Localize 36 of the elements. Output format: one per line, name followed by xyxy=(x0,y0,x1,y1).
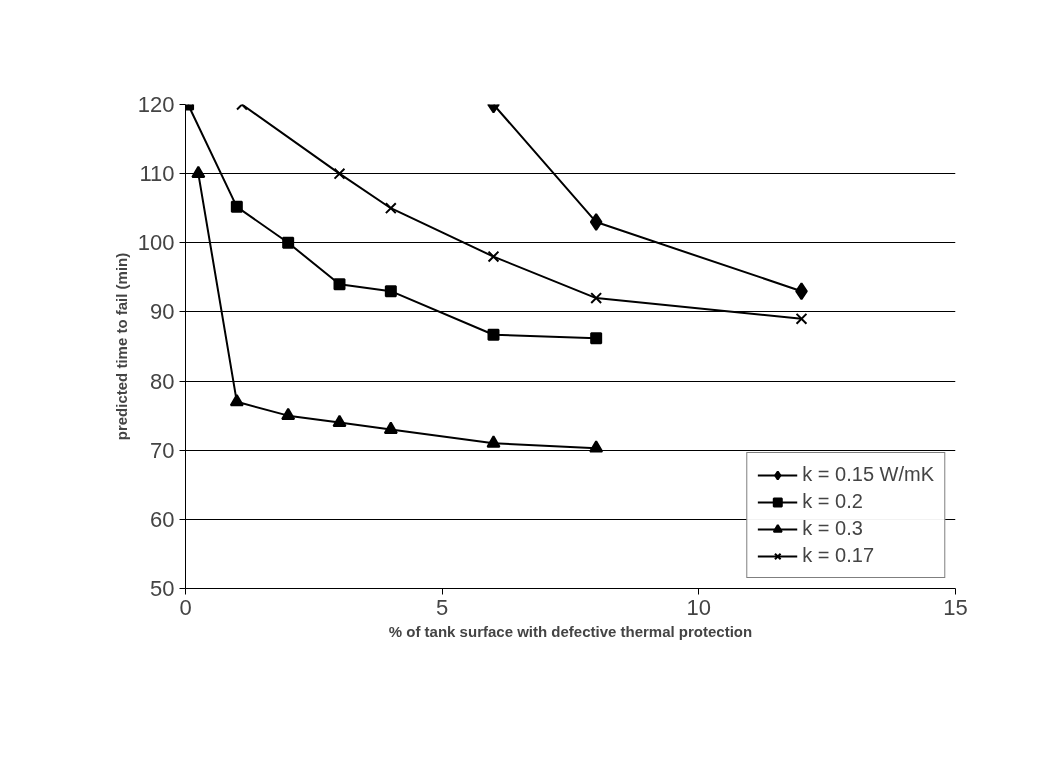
legend-label: k = 0.3 xyxy=(802,517,863,540)
point xyxy=(486,435,501,448)
legend-label: k = 0.2 xyxy=(802,490,863,513)
point xyxy=(589,440,604,453)
point xyxy=(487,250,500,263)
x-tick-label: 5 xyxy=(436,594,449,620)
point xyxy=(795,312,808,325)
point xyxy=(383,421,398,434)
y-tick-label: 50 xyxy=(150,576,175,601)
point xyxy=(333,167,346,180)
x-tick-label: 15 xyxy=(943,594,968,620)
point xyxy=(282,236,295,249)
legend-label: k = 0.17 xyxy=(802,544,874,567)
point xyxy=(332,414,347,428)
legend-label: k = 0.15 W/mK xyxy=(802,463,934,486)
x-tick-label: 0 xyxy=(179,594,192,620)
point xyxy=(230,200,243,213)
point xyxy=(487,328,500,341)
point xyxy=(384,202,397,215)
point xyxy=(590,292,603,305)
point xyxy=(281,407,296,421)
point xyxy=(590,332,603,345)
y-tick-label: 60 xyxy=(150,506,175,532)
point xyxy=(384,285,397,298)
point xyxy=(333,278,346,291)
y-tick-label: 90 xyxy=(150,299,175,325)
point xyxy=(589,213,603,232)
point xyxy=(229,393,244,407)
y-axis-title: predicted time to fail (min) xyxy=(112,252,130,441)
y-tick-label: 80 xyxy=(150,368,175,394)
y-tick-label: 70 xyxy=(150,437,175,463)
y-tick-label: 120 xyxy=(137,92,175,117)
y-tick-label: 100 xyxy=(137,230,175,256)
x-axis-title: % of tank surface with defective thermal protection xyxy=(388,622,753,640)
y-tick-label: 110 xyxy=(139,161,175,187)
x-tick-label: 10 xyxy=(686,594,712,620)
